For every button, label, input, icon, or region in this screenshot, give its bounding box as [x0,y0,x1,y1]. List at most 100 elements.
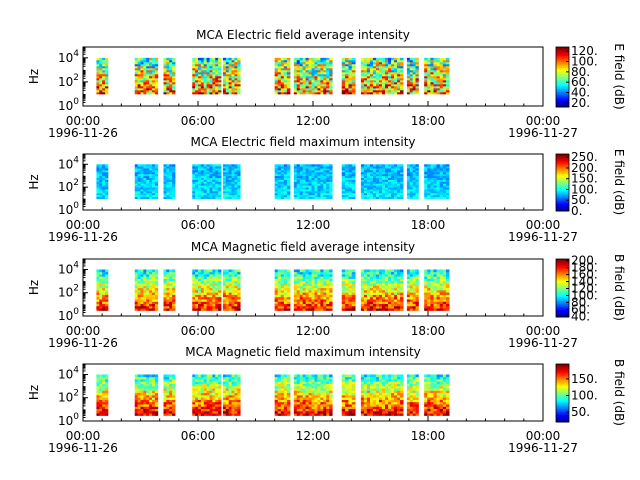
heatmap-cell [366,171,371,175]
heatmap-cell [228,296,232,300]
heatmap-cell [280,170,285,173]
heatmap-cell [445,83,450,87]
heatmap-cell [320,289,324,293]
heatmap-cell [96,85,100,89]
heatmap-cell [146,166,150,169]
heatmap-cell [375,289,380,293]
heatmap-cell [439,59,444,63]
heatmap-cell [412,274,416,277]
heatmap-cell [302,294,307,298]
heatmap-cell [137,175,141,179]
heatmap-cell [163,81,167,85]
heatmap-cell [308,59,312,63]
colorbar-step [556,159,569,162]
heatmap-cell [439,175,444,179]
heatmap-cell [412,183,416,186]
heatmap-cell [134,397,139,400]
heatmap-cell [137,170,141,173]
heatmap-cell [195,177,199,180]
heatmap-cell [406,57,411,61]
heatmap-cell [348,87,353,91]
colorbar-step [556,169,569,172]
heatmap-cell [372,303,377,307]
heatmap-cell [430,171,434,175]
heatmap-cell [329,177,333,180]
heatmap-cell [96,166,100,169]
heatmap-cell [134,187,139,190]
heatmap-cell [218,65,222,69]
heatmap-cell [225,87,230,91]
heatmap-cell [198,91,202,95]
heatmap-cell [134,183,139,186]
heatmap-cell [99,399,103,403]
heatmap-cell [397,294,401,298]
heatmap-cell [412,305,416,309]
heatmap-cell [372,67,377,71]
heatmap-cell [102,164,106,167]
heatmap-cell [391,181,395,184]
heatmap-cell [442,59,447,63]
heatmap-cell [99,170,103,173]
heatmap-cell [137,289,141,293]
heatmap-cell [397,171,401,175]
heatmap-cell [192,285,196,289]
heatmap-cell [308,175,312,179]
heatmap-cell [209,183,213,186]
heatmap-cell [105,183,109,186]
heatmap-cell [445,65,450,69]
heatmap-cell [329,168,333,171]
heatmap-cell [299,57,304,61]
heatmap-cell [394,87,398,91]
heatmap-cell [366,79,371,83]
heatmap-cell [360,289,365,293]
heatmap-cell [388,57,392,61]
heatmap-cell [99,190,103,194]
heatmap-cell [442,65,447,69]
heatmap-cell [412,73,416,77]
heatmap-cell [430,278,434,282]
heatmap-cell [320,164,324,167]
heatmap-cell [222,87,227,91]
heatmap-cell [351,283,356,286]
heatmap-cell [305,168,309,171]
heatmap-cell [206,91,210,95]
heatmap-cell [203,71,208,75]
heatmap-cell [363,179,368,182]
heatmap-cell [134,413,139,416]
heatmap-cell [326,168,330,171]
heatmap-cell [203,73,208,77]
heatmap-cell [372,83,377,87]
heatmap-cell [427,283,431,286]
heatmap-cell [326,296,330,300]
heatmap-cell [409,303,414,307]
heatmap-cell [154,278,159,282]
data-segment [163,57,176,95]
heatmap-cell [320,57,324,61]
heatmap-cell [283,181,288,184]
heatmap-cell [369,305,374,309]
heatmap-cell [348,91,353,95]
heatmap-cell [209,280,213,284]
heatmap-cell [439,187,444,190]
heatmap-cell [311,189,315,192]
heatmap-cell [143,271,147,275]
heatmap-cell [351,57,356,61]
heatmap-cell [341,91,346,95]
heatmap-cell [192,303,196,307]
heatmap-cell [415,289,419,293]
heatmap-cell [369,69,374,73]
heatmap-cell [293,289,298,293]
heatmap-cell [302,77,307,81]
heatmap-cell [385,63,389,67]
heatmap-cell [302,296,307,300]
heatmap-cell [442,301,447,305]
heatmap-cell [391,192,395,196]
heatmap-cell [172,294,176,298]
heatmap-cell [274,79,279,83]
heatmap-cell [375,166,380,169]
heatmap-cell [320,303,324,307]
heatmap-cell [341,308,346,311]
heatmap-cell [99,376,103,380]
heatmap-cell [345,196,349,199]
heatmap-cell [323,61,327,65]
